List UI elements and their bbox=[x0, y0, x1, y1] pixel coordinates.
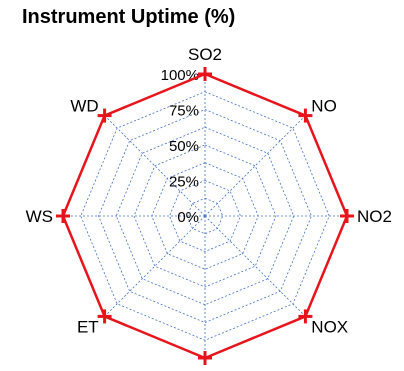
series-layer bbox=[56, 67, 354, 365]
axis-label: ET bbox=[77, 317, 99, 336]
data-point-marker bbox=[56, 209, 70, 223]
axis-labels: SO2 NO NO2 NOX ET WS WD bbox=[26, 45, 392, 336]
radial-tick-label: 0% bbox=[177, 209, 199, 226]
data-point-marker bbox=[198, 351, 212, 365]
radial-tick-label: 50% bbox=[169, 138, 199, 155]
axis-label: NO bbox=[311, 97, 337, 116]
data-point-marker bbox=[198, 67, 212, 81]
data-point-marker bbox=[97, 309, 112, 324]
axis-label: NO2 bbox=[357, 207, 392, 226]
data-point-marker bbox=[340, 209, 354, 223]
chart-title: Instrument Uptime (%) bbox=[22, 6, 236, 28]
data-point-marker bbox=[97, 108, 112, 123]
grid-ring bbox=[169, 180, 241, 252]
axis-label: NOX bbox=[311, 317, 348, 336]
data-point-marker bbox=[298, 108, 313, 123]
grid-ring bbox=[133, 144, 277, 288]
radial-tick-label: 100% bbox=[161, 67, 199, 84]
axis-label: WS bbox=[26, 207, 53, 226]
data-point-marker bbox=[298, 309, 313, 324]
axis-label: WD bbox=[70, 97, 98, 116]
radial-tick-label: 25% bbox=[169, 174, 199, 191]
axis-label: SO2 bbox=[188, 45, 222, 64]
grid-ring bbox=[98, 109, 312, 323]
grid-ring bbox=[115, 126, 295, 306]
radial-tick-label: 75% bbox=[169, 103, 199, 120]
